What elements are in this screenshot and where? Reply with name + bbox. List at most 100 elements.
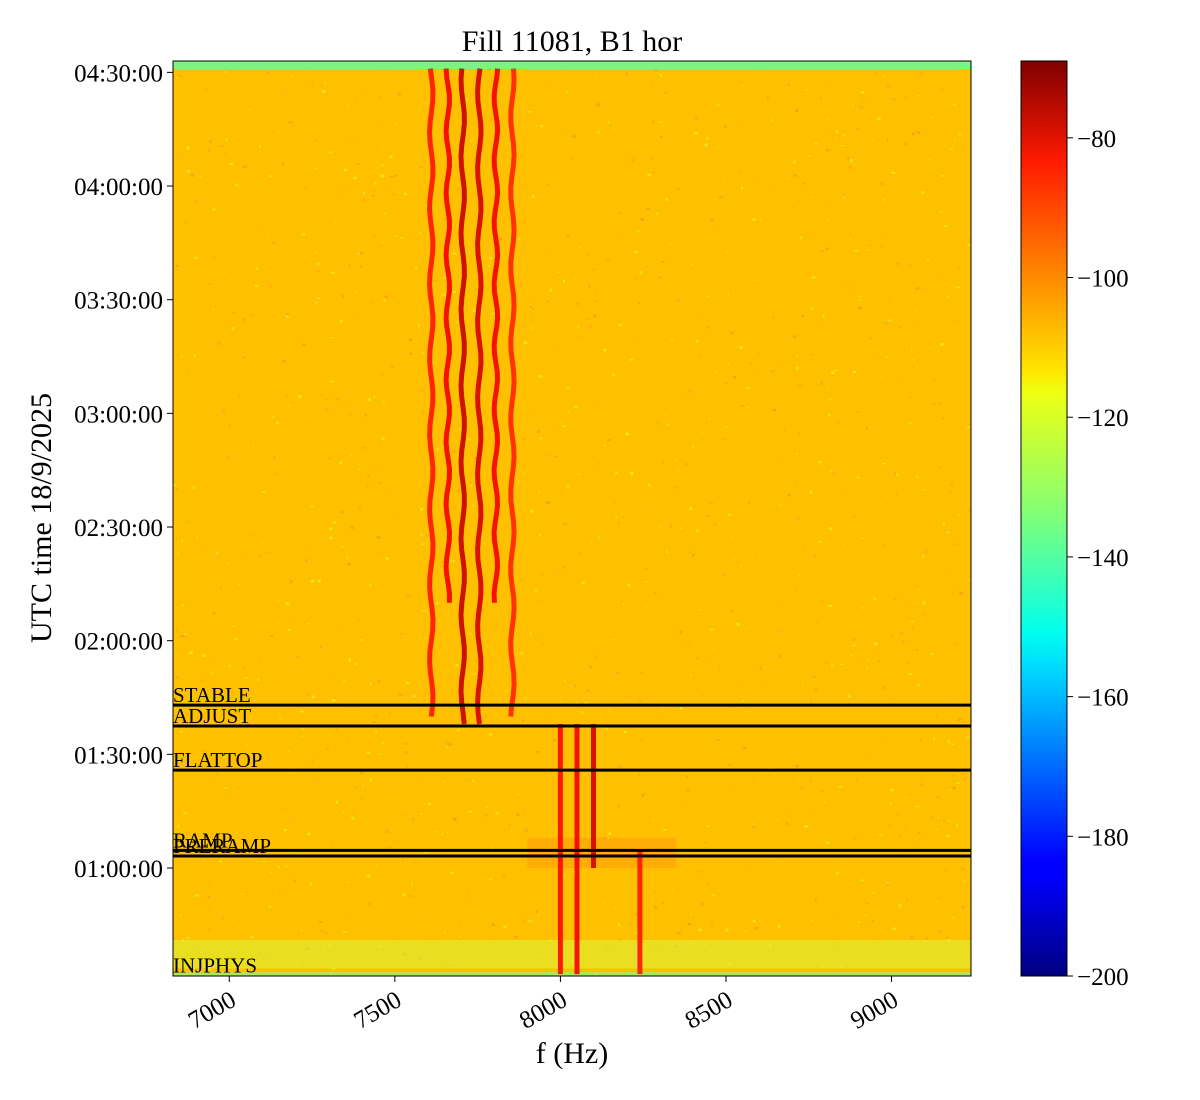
noise-speck [618, 211, 622, 215]
noise-speck [355, 575, 357, 577]
noise-speck [740, 564, 742, 568]
noise-speck [861, 607, 865, 609]
noise-speck [963, 776, 967, 779]
noise-speck [909, 604, 913, 607]
noise-speck [530, 318, 532, 321]
noise-speck [257, 678, 260, 682]
colorbar [1020, 60, 1068, 977]
noise-speck [957, 719, 960, 722]
noise-speck [485, 327, 489, 329]
noise-speck [969, 759, 971, 761]
noise-speck [821, 568, 824, 570]
noise-speck [243, 555, 248, 558]
noise-speck [702, 314, 705, 317]
noise-speck [266, 233, 269, 235]
noise-speck [778, 654, 782, 658]
noise-speck [889, 697, 891, 699]
noise-speck [505, 690, 508, 692]
noise-speck [962, 146, 964, 149]
noise-speck [232, 844, 235, 847]
noise-speck [736, 120, 739, 124]
noise-speck [278, 865, 280, 869]
noise-speck [748, 501, 751, 504]
noise-speck [188, 603, 193, 606]
noise-speck [924, 549, 927, 553]
noise-speck [911, 347, 913, 351]
noise-speck [215, 772, 218, 775]
noise-speck [203, 604, 205, 608]
noise-speck [553, 344, 555, 346]
noise-speck [375, 730, 378, 734]
noise-speck [827, 386, 829, 389]
noise-speck [949, 484, 954, 486]
noise-speck [395, 840, 399, 842]
noise-speck [778, 504, 783, 506]
noise-speck [610, 226, 614, 228]
noise-speck [888, 824, 891, 826]
noise-speck [467, 779, 472, 781]
noise-speck [500, 324, 503, 327]
noise-speck [209, 775, 212, 778]
noise-speck [737, 785, 741, 788]
noise-speck [357, 252, 361, 255]
noise-speck [407, 765, 409, 768]
noise-speck [766, 767, 771, 770]
noise-speck [234, 638, 237, 640]
noise-speck [262, 842, 264, 844]
noise-speck [935, 715, 938, 718]
noise-speck [330, 337, 334, 339]
noise-speck [665, 414, 667, 417]
noise-speck [495, 812, 499, 815]
noise-speck [829, 469, 833, 472]
noise-speck [363, 772, 367, 775]
noise-speck [888, 319, 893, 322]
noise-speck [221, 651, 225, 654]
noise-speck [286, 315, 289, 318]
noise-speck [653, 906, 658, 909]
noise-speck [207, 450, 210, 452]
noise-speck [830, 371, 835, 375]
noise-speck [902, 830, 906, 834]
noise-speck [502, 592, 504, 596]
noise-speck [352, 809, 355, 811]
noise-speck [422, 609, 426, 612]
noise-speck [864, 914, 867, 916]
noise-speck [868, 427, 871, 429]
noise-speck [901, 381, 903, 383]
noise-speck [541, 599, 543, 602]
noise-speck [940, 174, 944, 178]
noise-speck [359, 252, 363, 255]
noise-speck [529, 411, 531, 413]
noise-speck [826, 148, 829, 152]
noise-speck [376, 864, 379, 867]
noise-speck [911, 814, 914, 816]
noise-speck [219, 860, 223, 863]
noise-speck [537, 490, 540, 493]
noise-speck [560, 490, 562, 492]
noise-speck [724, 180, 726, 183]
heatmap-lines [426, 68, 643, 975]
noise-speck [538, 374, 543, 378]
noise-speck [613, 128, 615, 131]
noise-speck [865, 427, 869, 430]
noise-speck [320, 930, 325, 933]
noise-speck [724, 381, 729, 384]
noise-speck [459, 924, 461, 926]
noise-speck [752, 779, 755, 783]
noise-speck [367, 136, 371, 139]
noise-speck [563, 131, 565, 134]
noise-speck [325, 399, 329, 401]
noise-speck [874, 72, 877, 75]
noise-speck [860, 879, 865, 882]
noise-speck [800, 787, 804, 790]
noise-speck [200, 679, 205, 682]
noise-speck [822, 313, 825, 317]
noise-speck [375, 449, 377, 452]
noise-speck [483, 541, 486, 544]
noise-speck [928, 573, 930, 575]
noise-speck [796, 517, 800, 520]
noise-speck [406, 681, 410, 685]
noise-speck [690, 913, 692, 916]
noise-speck [713, 649, 716, 651]
noise-speck [837, 916, 839, 918]
